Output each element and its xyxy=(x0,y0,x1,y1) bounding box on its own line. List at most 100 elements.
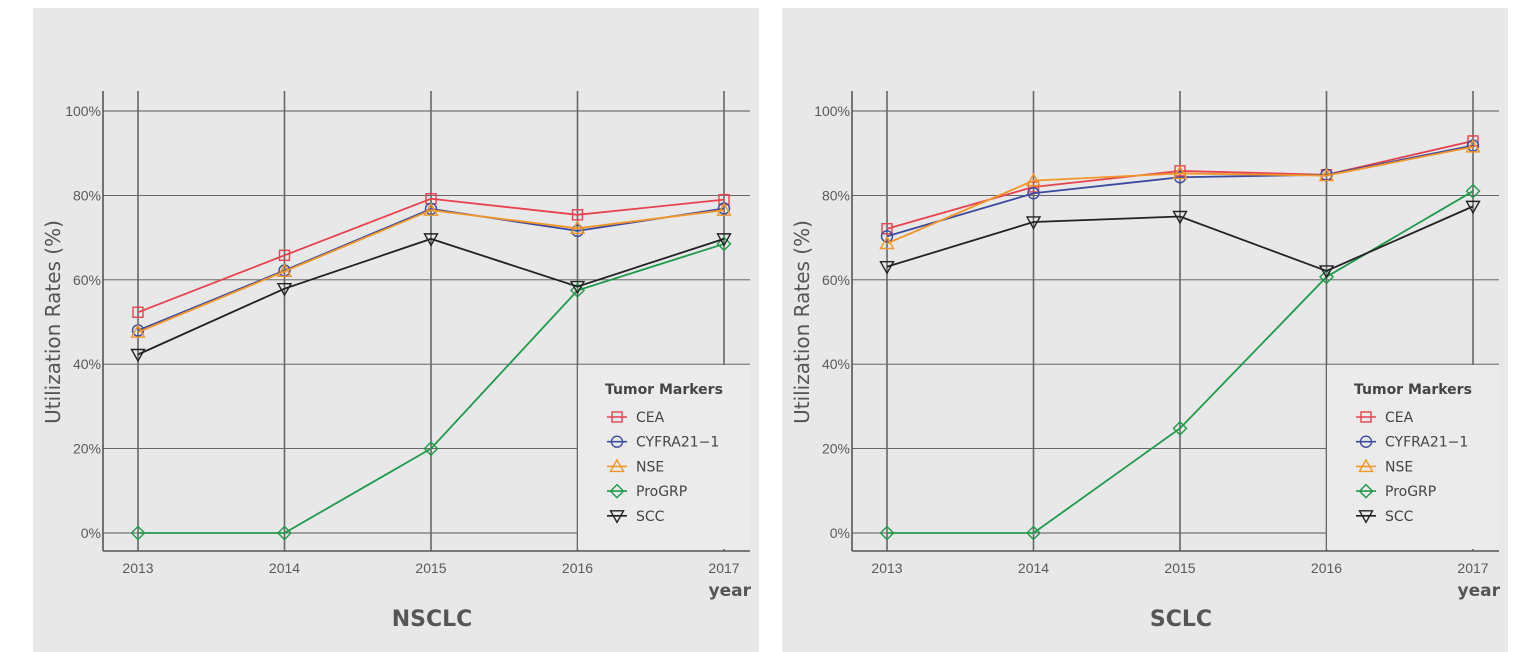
sclc-scc-point-2016 xyxy=(1318,265,1335,279)
nsclc-progrp-line xyxy=(138,243,725,534)
sclc-legend-marker-scc xyxy=(1358,510,1374,524)
nsclc-nse-point-2016 xyxy=(569,220,586,235)
nsclc-ytick-label-1: 20% xyxy=(73,441,101,457)
sclc-progrp-point-2013 xyxy=(879,525,895,541)
nsclc-xtick-label-1: 2014 xyxy=(269,560,300,576)
nsclc-ytick-label-4: 80% xyxy=(73,187,101,203)
nsclc-ytick-label-0: 0% xyxy=(81,525,101,541)
sclc-ytick-label-4: 80% xyxy=(822,187,850,203)
sclc-chart-title: SCLC xyxy=(1150,607,1212,632)
sclc-cyfra21-1-point-2014 xyxy=(1027,187,1040,200)
nsclc-legend-title: Tumor Markers xyxy=(605,382,723,398)
nsclc-xtick-label-0: 2013 xyxy=(122,560,153,576)
sclc-nse-line xyxy=(886,145,1474,245)
sclc-scc-line xyxy=(886,205,1474,272)
nsclc-nse-point-2013 xyxy=(130,324,146,338)
nsclc-nse-line xyxy=(137,209,725,333)
sclc-cyfra21-1-line xyxy=(886,144,1474,238)
nsclc-series-progrp xyxy=(130,236,732,541)
sclc-series-scc xyxy=(879,200,1481,279)
nsclc-legend-marker-cyfra21-1 xyxy=(610,435,624,448)
sclc-legend-label-cea: CEA xyxy=(1385,410,1414,426)
sclc-cea-point-2013 xyxy=(881,223,893,235)
sclc-nse-point-2014 xyxy=(1025,172,1042,187)
nsclc-xtick-label-4: 2017 xyxy=(708,560,739,576)
nsclc-legend-marker-progrp xyxy=(609,483,625,499)
nsclc-chart-title: NSCLC xyxy=(392,607,473,632)
nsclc-y-axis-label: Utilization Rates (%) xyxy=(41,220,65,424)
nsclc-legend-marker-scc xyxy=(609,510,625,524)
sclc-series-nse xyxy=(879,138,1481,250)
sclc-xtick-label-4: 2017 xyxy=(1457,560,1488,576)
sclc-x-axis-label: year xyxy=(1458,581,1501,601)
nsclc-scc-point-2014 xyxy=(276,282,293,297)
nsclc-scc-point-2015 xyxy=(423,233,439,247)
nsclc-series-nse xyxy=(130,202,732,338)
sclc-legend-title: Tumor Markers xyxy=(1354,382,1472,398)
sclc-xtick-label-3: 2016 xyxy=(1311,560,1342,576)
sclc-legend-marker-cea xyxy=(1360,411,1372,423)
nsclc-series-cea xyxy=(132,193,730,318)
sclc-series-progrp xyxy=(879,183,1481,541)
sclc-progrp-point-2015 xyxy=(1172,420,1188,436)
nsclc-legend-box xyxy=(578,365,750,549)
nsclc-legend-label-progrp: ProGRP xyxy=(636,484,687,500)
nsclc-legend-marker-cea xyxy=(611,411,623,423)
sclc-progrp-line xyxy=(887,190,1474,534)
sclc-progrp-point-2017 xyxy=(1465,183,1481,199)
nsclc-x-axis-label: year xyxy=(709,581,752,601)
sclc-scc-point-2017 xyxy=(1465,200,1481,215)
sclc-legend: Tumor Markers CEA CYFRA21−1 NSE ProGRP SCC xyxy=(1327,365,1499,549)
sclc-legend-box xyxy=(1327,365,1499,549)
nsclc-ytick-label-2: 40% xyxy=(73,356,101,372)
sclc-nse-point-2015 xyxy=(1172,165,1188,180)
nsclc-xtick-label-3: 2016 xyxy=(562,560,593,576)
sclc-nse-point-2013 xyxy=(879,235,895,250)
nsclc-xtick-label-2: 2015 xyxy=(415,560,446,576)
sclc-legend-marker-progrp xyxy=(1358,483,1374,499)
nsclc-legend-label-scc: SCC xyxy=(636,509,665,525)
sclc-scc-point-2014 xyxy=(1025,216,1042,230)
sclc-ytick-label-0: 0% xyxy=(830,525,850,541)
sclc-legend-marker-cyfra21-1 xyxy=(1359,435,1373,448)
nsclc-cea-point-2014 xyxy=(278,249,291,262)
sclc-nse-point-2016 xyxy=(1318,167,1335,182)
sclc-legend-label-cyfra21-1: CYFRA21−1 xyxy=(1385,435,1468,451)
nsclc-ytick-label-5: 100% xyxy=(65,103,101,119)
sclc-scc-point-2013 xyxy=(879,261,895,275)
nsclc-chart-panel: 0% 20% 40% 60% 80% 100% 2013 2014 2015 2016 2017 Ut… xyxy=(33,8,759,652)
nsclc-legend-label-cyfra21-1: CYFRA21−1 xyxy=(636,435,719,451)
nsclc-progrp-point-2013 xyxy=(130,525,146,541)
nsclc-cyfra21-1-line xyxy=(137,207,725,332)
nsclc-legend-label-nse: NSE xyxy=(636,459,664,475)
nsclc-scc-line xyxy=(137,237,725,356)
sclc-legend-label-progrp: ProGRP xyxy=(1385,484,1436,500)
sclc-scc-point-2015 xyxy=(1172,210,1188,225)
sclc-chart: 0% 20% 40% 60% 80% 100% 2013 2014 2015 2016 2017 Ut… xyxy=(790,91,1501,632)
sclc-legend-label-scc: SCC xyxy=(1385,509,1414,525)
nsclc-scc-point-2013 xyxy=(130,348,146,363)
nsclc-progrp-point-2017 xyxy=(716,236,732,252)
sclc-legend-marker-nse xyxy=(1358,458,1374,473)
sclc-ytick-label-1: 20% xyxy=(822,441,850,457)
nsclc-progrp-point-2014 xyxy=(277,525,292,541)
sclc-progrp-point-2016 xyxy=(1319,269,1334,285)
nsclc-chart: 0% 20% 40% 60% 80% 100% 2013 2014 2015 2016 2017 Ut… xyxy=(41,91,752,632)
nsclc-legend-label-cea: CEA xyxy=(636,410,665,426)
sclc-y-axis-label: Utilization Rates (%) xyxy=(790,220,814,424)
nsclc-scc-point-2016 xyxy=(569,280,586,295)
nsclc-series-scc xyxy=(130,233,732,363)
nsclc-legend: Tumor Markers CEA CYFRA21−1 NSE ProGRP SCC xyxy=(578,365,750,549)
sclc-xtick-label-1: 2014 xyxy=(1018,560,1049,576)
sclc-xtick-label-2: 2015 xyxy=(1164,560,1195,576)
sclc-ytick-label-2: 40% xyxy=(822,356,850,372)
sclc-cea-point-2014 xyxy=(1027,181,1040,193)
nsclc-progrp-point-2016 xyxy=(570,282,585,298)
sclc-nse-point-2017 xyxy=(1465,138,1481,153)
sclc-cyfra21-1-point-2013 xyxy=(880,230,894,243)
nsclc-nse-point-2017 xyxy=(716,202,732,216)
sclc-ytick-label-3: 60% xyxy=(822,272,850,288)
nsclc-legend-marker-nse xyxy=(609,458,625,473)
nsclc-cea-line xyxy=(137,197,725,314)
sclc-ytick-label-5: 100% xyxy=(814,103,850,119)
